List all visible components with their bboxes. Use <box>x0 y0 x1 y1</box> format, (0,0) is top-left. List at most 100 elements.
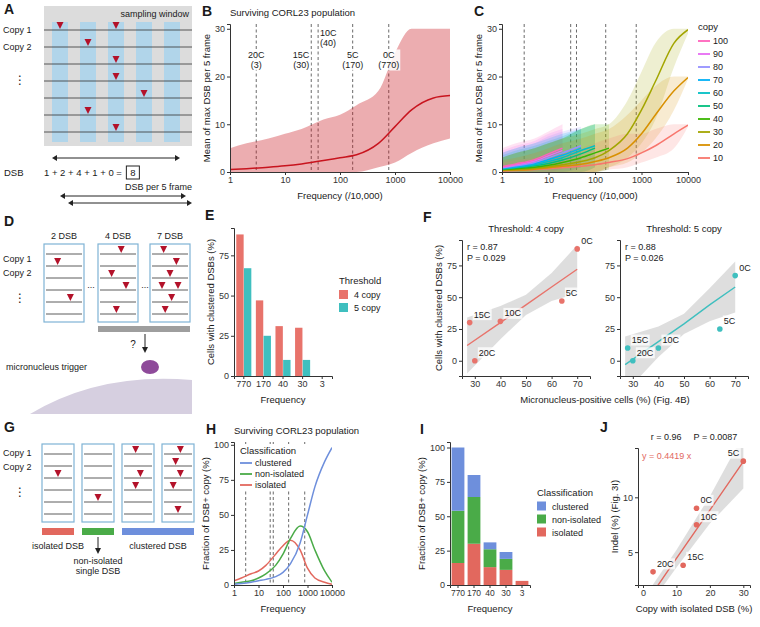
bar <box>264 336 271 376</box>
label-patch <box>636 347 655 358</box>
tick: 30 <box>215 24 230 34</box>
arrow-head <box>68 200 73 206</box>
fit-line <box>650 462 744 585</box>
tick: 40 <box>485 585 495 598</box>
legend-label: isolated <box>255 480 286 490</box>
line <box>502 77 688 170</box>
legend-label: 70 <box>713 75 723 85</box>
dsb-marker <box>170 482 177 489</box>
annotation: r = 0.96 <box>651 432 682 442</box>
axis-title: Micronucleus-positive cells (%) (Fig. 4B… <box>520 394 689 405</box>
legend-swatch <box>537 502 546 511</box>
bar <box>468 475 481 497</box>
tick-label: 30 <box>628 379 638 389</box>
legend-label: 100 <box>713 36 728 46</box>
copy-line <box>100 302 136 303</box>
tick-label: 50 <box>521 379 531 389</box>
point <box>630 358 636 364</box>
tick-mark <box>447 585 450 586</box>
dsb-marker <box>175 282 182 289</box>
tick: 10 <box>215 120 230 130</box>
dsb-marker <box>113 22 120 29</box>
copy-line <box>44 454 72 455</box>
axis: 0255075 <box>447 241 463 377</box>
tick: 10000 <box>438 172 463 185</box>
copy-line <box>44 81 192 82</box>
axis-title: Frequency <box>468 603 513 614</box>
copy-label: Copy 1 <box>3 25 32 35</box>
bar <box>468 497 481 544</box>
legend-label: 30 <box>713 127 723 137</box>
tick: 770 <box>236 376 251 389</box>
tick: 25 <box>219 545 234 555</box>
tick-label: 60 <box>547 379 557 389</box>
point <box>498 319 504 325</box>
copy-line <box>44 47 192 48</box>
point-label: 5C <box>724 316 736 326</box>
legend-swatch <box>537 515 546 524</box>
tick: 50 <box>219 291 234 301</box>
copy-line <box>46 278 82 279</box>
tick-label: 170 <box>467 588 481 598</box>
axis-line <box>499 25 503 173</box>
chart: 1101001000100000102030Frequency (/10,000… <box>473 21 728 201</box>
tick-label: 75 <box>219 475 229 485</box>
tick-label: 75 <box>605 261 615 271</box>
legend-title: Classification <box>240 445 296 456</box>
point <box>467 320 473 326</box>
tick-label: 0 <box>440 580 445 590</box>
legend-swatch <box>339 290 348 299</box>
dsb-marker <box>137 470 144 477</box>
label-patch <box>656 558 675 569</box>
class-label: clustered DSB <box>129 541 187 551</box>
panel-letter: D <box>4 213 14 229</box>
confidence-band <box>625 262 735 376</box>
frame <box>80 22 96 142</box>
diagram: Copy 1Copy 2⋮2 DSB4 DSB7 DSB......?micro… <box>3 231 192 414</box>
dsb-marker <box>118 246 125 253</box>
dsb-marker <box>55 470 62 477</box>
dsb-marker <box>132 446 139 453</box>
tick: 25 <box>447 324 462 334</box>
copy-line <box>152 302 188 303</box>
dsb-marker <box>159 282 166 289</box>
copy-line <box>100 254 136 255</box>
reference-label: 0C <box>383 50 395 60</box>
tick-label: 50 <box>679 379 689 389</box>
tick-label: 0 <box>224 371 229 381</box>
window-box <box>150 244 190 322</box>
panel-letter: F <box>423 209 432 225</box>
tick-label: 40 <box>654 379 664 389</box>
tick-mark <box>447 516 450 517</box>
copy-line <box>44 502 72 503</box>
axis-title: Mean of max DSB per 5 frame <box>201 34 212 162</box>
tick: 0 <box>440 580 450 590</box>
tick-label: 40 <box>496 379 506 389</box>
box-label: 2 DSB <box>51 231 77 241</box>
tick-label: 50 <box>605 293 615 303</box>
tick-label: 170 <box>256 379 271 389</box>
copy-line <box>46 266 82 267</box>
tick-label: 1 <box>232 588 237 598</box>
axis-title: Copy with isolated DSB (%) <box>636 603 753 614</box>
window-label: sampling window <box>120 9 189 19</box>
title: Threshold: 4 copy <box>488 223 564 234</box>
label-patch <box>700 511 719 522</box>
arrow-head <box>142 347 148 353</box>
confidence-band <box>650 448 744 585</box>
tick: 60 <box>547 376 557 389</box>
bar <box>322 376 329 377</box>
bar <box>500 552 513 559</box>
tick: 30 <box>487 24 502 34</box>
tick-mark <box>635 497 638 498</box>
reference-label: 10C <box>320 28 337 38</box>
copy-line <box>44 490 72 491</box>
tick: 30 <box>628 376 638 389</box>
tick-mark <box>447 448 450 449</box>
tick-label: 3 <box>520 588 525 598</box>
arrow-shaft <box>63 196 183 197</box>
legend: Classificationclusterednon-isolatedisola… <box>238 444 306 491</box>
text-line: non-isolated <box>73 556 122 566</box>
copy-line <box>164 514 192 515</box>
tick-label: 10000 <box>320 588 345 598</box>
